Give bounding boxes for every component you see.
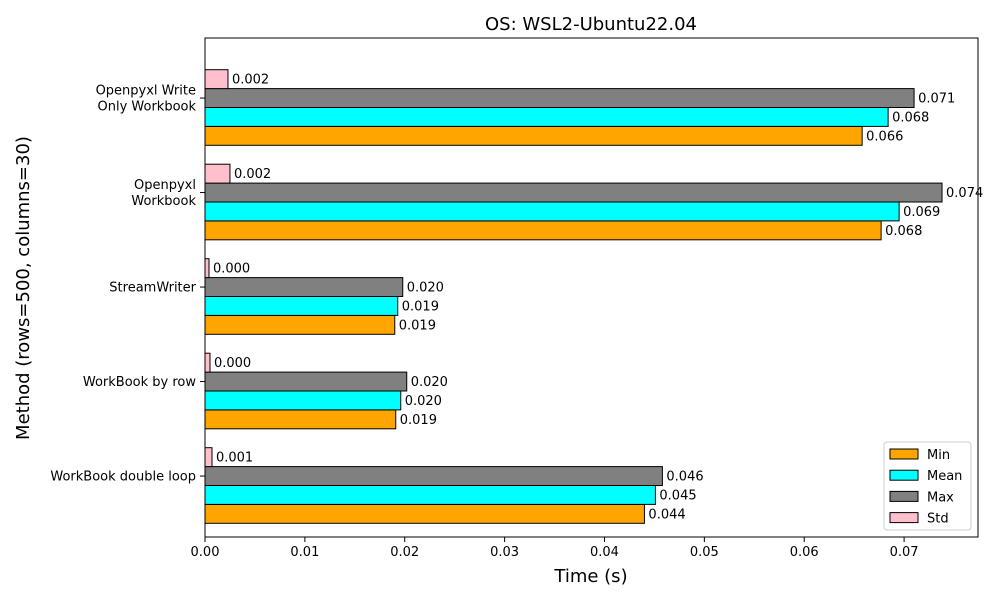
data-label-mean-2: 0.019 <box>402 299 439 314</box>
data-labels-group: 0.044 0.045 0.046 0.001 0.019 0.020 0.020 0.000… <box>213 73 983 523</box>
data-label-std-3: 0.002 <box>234 167 271 182</box>
data-label-min-1: 0.019 <box>400 413 437 428</box>
bar-max-2 <box>204 277 404 298</box>
legend-swatch-min <box>889 448 919 460</box>
bar-mean-3 <box>204 201 900 222</box>
bar-max-3 <box>204 182 943 203</box>
bar-min-3 <box>204 220 882 241</box>
bar-std-3 <box>204 163 231 184</box>
data-label-std-1: 0.000 <box>214 356 251 371</box>
x-tick-label: 0.04 <box>590 545 619 560</box>
data-label-max-0: 0.046 <box>666 470 703 485</box>
data-label-max-4: 0.071 <box>918 92 955 107</box>
x-tick-label: 0.03 <box>490 545 519 560</box>
legend-label-min: Min <box>927 448 950 463</box>
y-axis-label: Method (rows=500, columns=30) <box>13 136 34 440</box>
data-label-mean-1: 0.020 <box>405 394 442 409</box>
x-axis-label: Time (s) <box>553 566 627 587</box>
data-label-min-4: 0.066 <box>866 129 903 144</box>
data-label-max-1: 0.020 <box>411 375 448 390</box>
bar-min-0 <box>204 503 645 524</box>
y-tick-label: Openpyxl Workbook <box>131 178 196 209</box>
bar-std-0 <box>204 447 213 468</box>
legend-swatch-max <box>889 490 919 502</box>
legend-label-std: Std <box>927 512 949 527</box>
x-tick-label: 0.06 <box>790 545 819 560</box>
chart-title: OS: WSL2-Ubuntu22.04 <box>485 14 697 35</box>
data-label-std-2: 0.000 <box>213 262 250 277</box>
bar-std-4 <box>204 69 229 90</box>
bar-std-2 <box>204 258 210 279</box>
bar-min-4 <box>204 125 863 146</box>
bar-mean-2 <box>204 296 399 316</box>
x-tick-label: 0.00 <box>191 545 220 560</box>
bars-group <box>204 69 943 524</box>
data-label-mean-0: 0.045 <box>659 488 696 503</box>
bar-mean-0 <box>204 485 656 505</box>
y-tick-label: Openpyxl Write Only Workbook <box>96 84 197 115</box>
y-axis-ticks: WorkBook double loop WorkBook by row Strea… <box>50 84 205 485</box>
bar-max-0 <box>204 466 663 487</box>
bar-std-1 <box>204 352 211 373</box>
bar-min-2 <box>204 314 396 335</box>
data-label-mean-4: 0.068 <box>892 110 929 125</box>
data-label-min-0: 0.044 <box>648 507 685 522</box>
y-tick-label: WorkBook double loop <box>50 470 196 485</box>
bar-max-4 <box>204 88 915 108</box>
x-tick-label: 0.05 <box>690 545 719 560</box>
bar-mean-1 <box>204 390 402 411</box>
legend-label-max: Max <box>927 490 954 505</box>
legend-swatch-mean <box>889 469 919 481</box>
x-tick-label: 0.01 <box>290 545 319 560</box>
y-tick-label: WorkBook by row <box>83 375 196 390</box>
bar-min-1 <box>204 409 397 430</box>
legend-label-mean: Mean <box>927 469 962 484</box>
x-tick-label: 0.02 <box>390 545 419 560</box>
legend-swatch-std <box>889 512 919 524</box>
legend: Min Mean Max Std <box>883 441 972 531</box>
legend-box <box>883 441 972 531</box>
data-label-std-4: 0.002 <box>232 73 269 88</box>
data-label-min-2: 0.019 <box>399 318 436 333</box>
y-tick-label: StreamWriter <box>109 281 196 296</box>
bar-mean-4 <box>204 107 889 127</box>
x-axis-ticks: 0.00 0.01 0.02 0.03 0.04 0.05 0.06 0.07 <box>191 537 919 560</box>
data-label-max-2: 0.020 <box>407 281 444 296</box>
data-label-min-3: 0.068 <box>885 224 922 239</box>
data-label-std-0: 0.001 <box>216 451 253 466</box>
data-label-max-3: 0.074 <box>946 186 983 201</box>
x-tick-label: 0.07 <box>890 545 919 560</box>
data-label-mean-3: 0.069 <box>903 205 940 220</box>
bar-max-1 <box>204 371 408 392</box>
